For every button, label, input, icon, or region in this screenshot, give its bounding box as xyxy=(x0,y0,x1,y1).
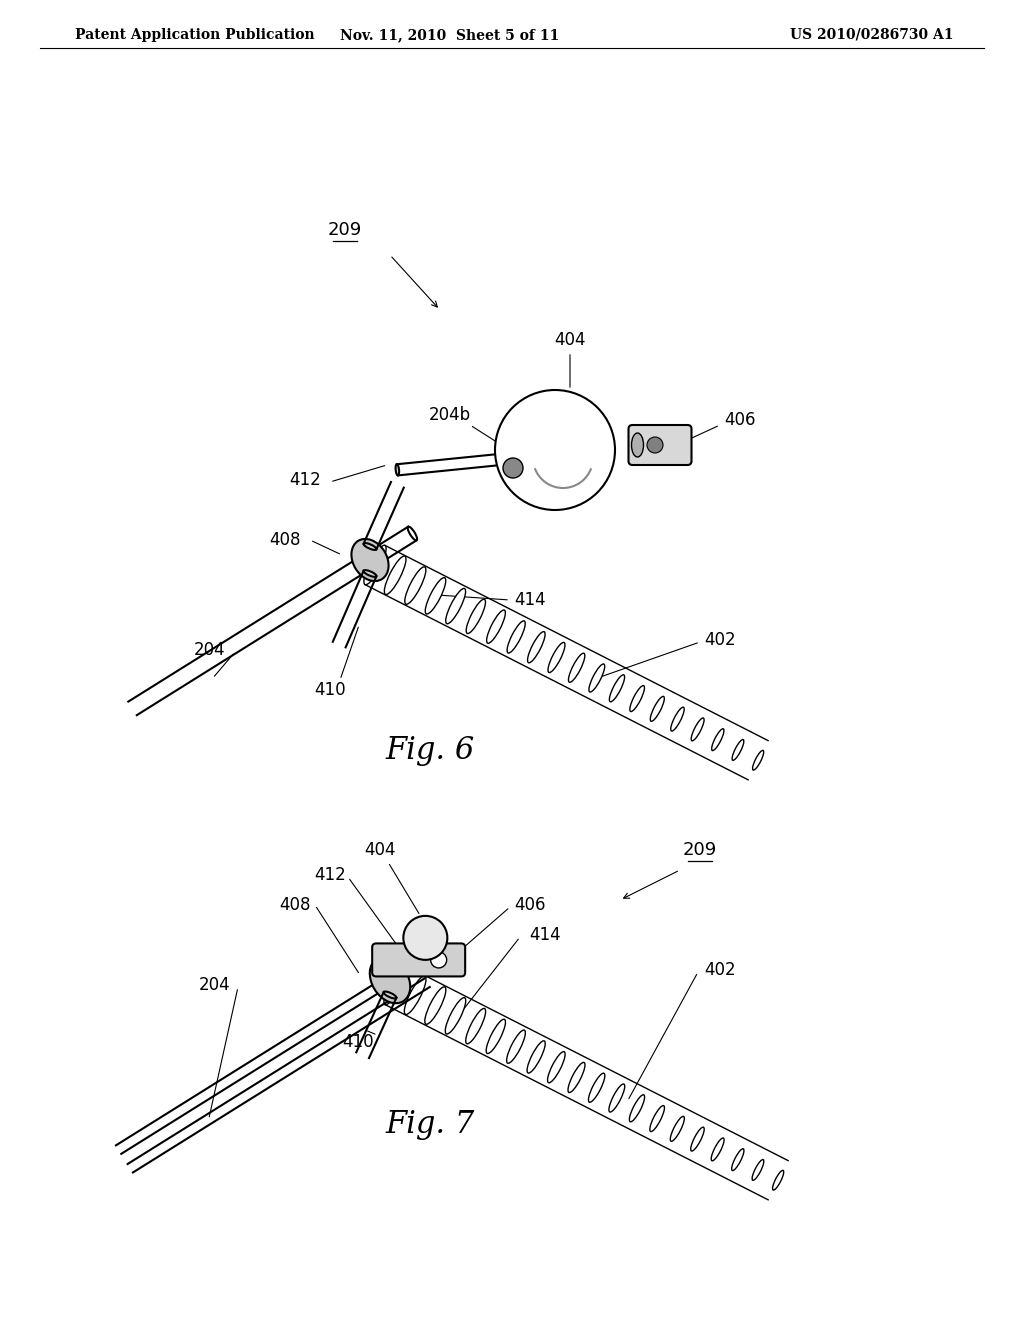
Ellipse shape xyxy=(650,1106,665,1131)
Text: 406: 406 xyxy=(724,411,756,429)
Ellipse shape xyxy=(445,998,466,1034)
Circle shape xyxy=(647,437,663,453)
Ellipse shape xyxy=(691,1127,705,1151)
Ellipse shape xyxy=(507,620,525,653)
Text: Patent Application Publication: Patent Application Publication xyxy=(75,28,314,42)
Ellipse shape xyxy=(630,1094,644,1122)
Text: 414: 414 xyxy=(529,927,561,944)
Ellipse shape xyxy=(589,1073,605,1102)
Ellipse shape xyxy=(568,1063,585,1093)
Ellipse shape xyxy=(732,739,743,760)
Ellipse shape xyxy=(712,1138,724,1160)
Ellipse shape xyxy=(445,589,466,624)
Ellipse shape xyxy=(527,631,545,663)
Ellipse shape xyxy=(395,465,399,475)
Ellipse shape xyxy=(384,991,396,998)
Ellipse shape xyxy=(548,643,565,673)
Ellipse shape xyxy=(671,1117,684,1142)
Ellipse shape xyxy=(486,610,506,643)
Circle shape xyxy=(403,916,447,960)
Text: US 2010/0286730 A1: US 2010/0286730 A1 xyxy=(790,28,953,42)
Text: 406: 406 xyxy=(514,896,546,913)
Ellipse shape xyxy=(589,664,605,692)
Ellipse shape xyxy=(404,975,426,1015)
Ellipse shape xyxy=(548,1052,565,1082)
Ellipse shape xyxy=(732,1148,744,1171)
Text: 412: 412 xyxy=(314,866,346,884)
Ellipse shape xyxy=(364,545,386,585)
Text: 209: 209 xyxy=(328,220,362,239)
Text: 204: 204 xyxy=(200,975,230,994)
Text: 404: 404 xyxy=(365,841,395,859)
Ellipse shape xyxy=(609,1084,625,1111)
Circle shape xyxy=(495,389,615,510)
Ellipse shape xyxy=(466,1008,485,1044)
Text: 412: 412 xyxy=(289,471,321,488)
Ellipse shape xyxy=(609,675,625,702)
Ellipse shape xyxy=(384,556,406,594)
Ellipse shape xyxy=(712,729,724,751)
Circle shape xyxy=(431,952,446,968)
Ellipse shape xyxy=(351,539,388,581)
Ellipse shape xyxy=(364,543,377,550)
FancyBboxPatch shape xyxy=(372,944,465,977)
Ellipse shape xyxy=(753,750,764,770)
Text: 414: 414 xyxy=(514,591,546,609)
Ellipse shape xyxy=(630,685,644,711)
Ellipse shape xyxy=(466,599,485,634)
Ellipse shape xyxy=(370,957,411,1003)
Ellipse shape xyxy=(486,1019,506,1053)
Text: 408: 408 xyxy=(280,896,310,913)
Ellipse shape xyxy=(384,965,407,1005)
Text: Nov. 11, 2010  Sheet 5 of 11: Nov. 11, 2010 Sheet 5 of 11 xyxy=(340,28,560,42)
FancyBboxPatch shape xyxy=(629,425,691,465)
Text: Fig. 6: Fig. 6 xyxy=(385,734,475,766)
Text: 410: 410 xyxy=(342,1034,374,1051)
Text: 204b: 204b xyxy=(429,407,471,424)
Ellipse shape xyxy=(632,433,643,457)
Text: Fig. 7: Fig. 7 xyxy=(385,1110,475,1140)
Text: 209: 209 xyxy=(683,841,717,859)
Ellipse shape xyxy=(671,708,684,731)
Text: 404: 404 xyxy=(554,331,586,348)
Ellipse shape xyxy=(650,697,665,721)
Ellipse shape xyxy=(752,1159,764,1180)
Ellipse shape xyxy=(527,1040,545,1073)
Text: 204: 204 xyxy=(195,642,226,659)
Ellipse shape xyxy=(507,1030,525,1064)
Ellipse shape xyxy=(691,718,705,741)
Ellipse shape xyxy=(364,570,377,577)
Ellipse shape xyxy=(425,987,445,1024)
Text: 410: 410 xyxy=(314,681,346,700)
Text: 402: 402 xyxy=(705,631,736,649)
Ellipse shape xyxy=(425,578,445,614)
Circle shape xyxy=(503,458,523,478)
Text: 402: 402 xyxy=(705,961,736,979)
Text: 408: 408 xyxy=(269,531,301,549)
Ellipse shape xyxy=(772,1171,783,1191)
Ellipse shape xyxy=(404,566,426,605)
Ellipse shape xyxy=(568,653,585,682)
Ellipse shape xyxy=(408,527,417,540)
